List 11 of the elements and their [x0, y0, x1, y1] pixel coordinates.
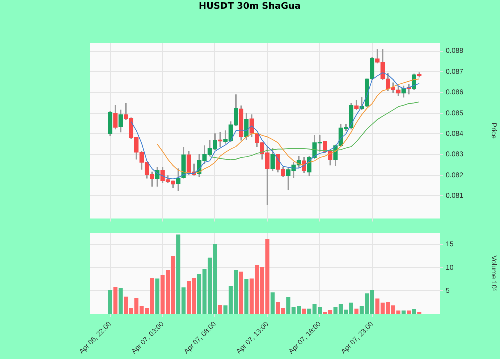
bar — [354, 308, 359, 314]
bar — [114, 287, 118, 314]
chart-title: HUSDT 30m ShaGua — [198, 2, 302, 12]
bar — [270, 292, 275, 314]
bar — [156, 278, 160, 314]
bar — [108, 290, 112, 314]
bar — [244, 279, 249, 314]
bar — [218, 305, 222, 314]
bar — [239, 272, 244, 314]
bar — [118, 288, 123, 314]
bar — [302, 308, 306, 314]
